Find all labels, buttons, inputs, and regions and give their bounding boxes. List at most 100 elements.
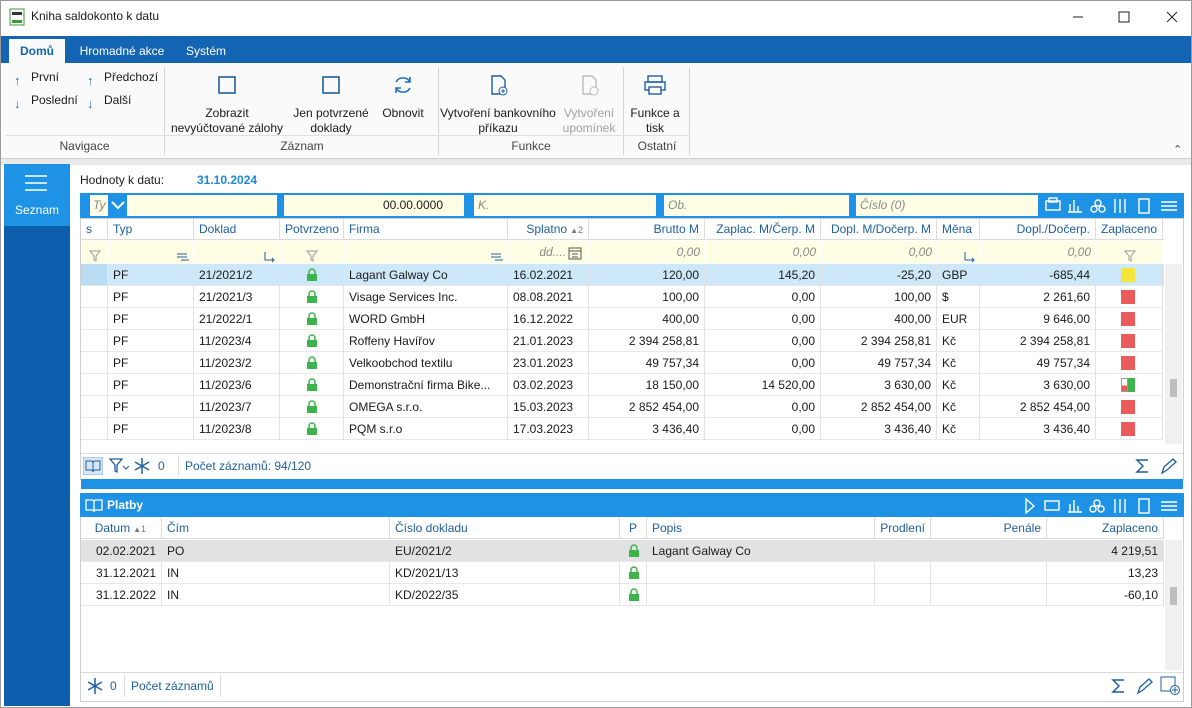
payments-title: Platby [107, 498, 144, 512]
column-header[interactable]: Firma [344, 219, 508, 240]
column-label: Měna [942, 222, 973, 236]
column-filter[interactable] [1097, 241, 1162, 263]
column-filter[interactable] [82, 241, 107, 263]
column-header[interactable]: Datum ▲1 [81, 517, 162, 539]
nav-button[interactable]: Poslední [31, 93, 78, 107]
column-filter[interactable]: 0,00 [590, 241, 704, 263]
column-filter[interactable] [281, 241, 343, 263]
column-filter[interactable] [345, 241, 507, 263]
column-header[interactable]: Číslo dokladu [390, 517, 620, 539]
column-label: Doklad [199, 222, 237, 236]
column-header[interactable]: Prodlení [875, 517, 931, 539]
ribbon-tab[interactable]: Systém [185, 44, 226, 58]
column-header[interactable]: Čím [162, 517, 390, 539]
status-bar [81, 453, 1183, 479]
payment-cell [931, 540, 1047, 562]
ribbon-collapse[interactable]: ⌃ [1173, 144, 1183, 156]
grid-cell: 2 852 454,00 [589, 396, 705, 418]
column-header[interactable]: Dopl. M/Dočerp. M [821, 219, 937, 240]
grid-row[interactable] [81, 308, 1164, 330]
ribbon-button[interactable]: Vytvoření bankovního příkazu [440, 106, 556, 135]
grid-row[interactable] [81, 352, 1164, 374]
payments-toolbar[interactable] [1021, 496, 1183, 516]
scrollbar[interactable] [1165, 540, 1182, 670]
ribbon-button[interactable]: Obnovit [382, 106, 424, 120]
column-label: P [628, 521, 637, 535]
scroll-thumb[interactable] [1170, 587, 1177, 605]
grid-row[interactable] [81, 374, 1164, 396]
status-bar [81, 672, 1183, 700]
ribbon-tab[interactable]: Hromadné akce [79, 44, 165, 58]
column-header[interactable]: Zaplac. M/Čerp. M [705, 219, 821, 240]
scroll-thumb[interactable] [1170, 379, 1177, 397]
nav-button[interactable]: Další [104, 93, 132, 107]
column-filter[interactable]: 0,00 [822, 241, 936, 263]
grid-cell [280, 374, 344, 396]
column-header[interactable]: s [81, 219, 108, 240]
column-header[interactable]: Typ [108, 219, 194, 240]
payments-header [80, 493, 1184, 517]
grid-cell [81, 418, 108, 440]
ribbon-button[interactable]: Zobrazit nevyúčtované zálohy [170, 106, 284, 135]
payment-cell: IN [162, 584, 390, 606]
column-filter[interactable]: 0,00 [706, 241, 820, 263]
sidebar-item[interactable] [4, 164, 70, 226]
payment-cell [620, 584, 647, 606]
payment-row[interactable] [81, 562, 1164, 584]
grid-cell: Kč [937, 374, 980, 396]
column-header[interactable]: Penále [931, 517, 1047, 539]
column-filter[interactable]: 0,00 [981, 241, 1095, 263]
payment-row[interactable] [81, 540, 1164, 562]
column-header[interactable]: Splatno ▲2 [508, 219, 589, 240]
amount-input[interactable]: 00.00.0000 [284, 195, 464, 216]
ribbon-button[interactable]: Jen potvrzené doklady [293, 106, 369, 135]
splitter[interactable] [81, 479, 1183, 489]
grid-toolbar[interactable] [1043, 196, 1183, 216]
filter-count: 0 [158, 459, 165, 473]
ribbon-button[interactable]: Vytvoření upomínek [562, 106, 616, 135]
nav-button[interactable]: Předchozí [104, 70, 159, 84]
payment-cell [647, 562, 875, 584]
column-header[interactable]: Popis [647, 517, 875, 539]
type-input[interactable] [127, 195, 277, 216]
payment-row[interactable] [81, 584, 1164, 606]
sort-index: 1 [140, 524, 146, 534]
column-filter[interactable] [109, 241, 193, 263]
number-input[interactable]: Číslo (0) [856, 195, 1038, 216]
grid-cell [1096, 308, 1163, 330]
type-filter[interactable]: Ty [90, 195, 108, 216]
column-label: Zaplaceno [1101, 521, 1158, 535]
lock-icon [306, 312, 318, 325]
column-header[interactable]: Zaplaceno [1096, 219, 1163, 240]
column-filter[interactable] [195, 241, 279, 263]
column-header[interactable]: Dopl./Dočerp. [980, 219, 1096, 240]
scrollbar[interactable] [1165, 264, 1182, 444]
sum-button [1133, 457, 1153, 475]
payment-cell: EU/2021/2 [390, 540, 620, 562]
column-header[interactable]: P [620, 517, 647, 539]
lock-icon [306, 400, 318, 413]
partner-input[interactable]: Ob. [664, 195, 849, 216]
window-controls[interactable] [1061, 7, 1186, 27]
nav-button[interactable]: První [31, 70, 60, 84]
ribbon-tab[interactable]: Domů [9, 39, 65, 63]
grid-row[interactable] [81, 396, 1164, 418]
grid-cell: PF [108, 396, 194, 418]
column-header[interactable]: Zaplaceno [1047, 517, 1164, 539]
grid-row[interactable] [81, 286, 1164, 308]
column-header[interactable]: Doklad [194, 219, 280, 240]
snowflake-icon [133, 457, 151, 475]
grid-row[interactable] [81, 418, 1164, 440]
column-header[interactable]: Potvrzeno [280, 219, 344, 240]
column-filter[interactable] [938, 241, 979, 263]
ribbon-button[interactable]: Funkce a tisk [630, 106, 680, 135]
type-dropdown[interactable] [109, 197, 127, 213]
column-header[interactable]: Měna [937, 219, 980, 240]
account-input[interactable]: K. [474, 195, 656, 216]
grid-row[interactable] [81, 264, 1164, 286]
sidebar-label[interactable]: Seznam [14, 203, 60, 217]
column-filter[interactable]: dd.... [509, 241, 588, 263]
grid-row[interactable] [81, 330, 1164, 352]
filter-button [108, 457, 130, 475]
column-header[interactable]: Brutto M [589, 219, 705, 240]
